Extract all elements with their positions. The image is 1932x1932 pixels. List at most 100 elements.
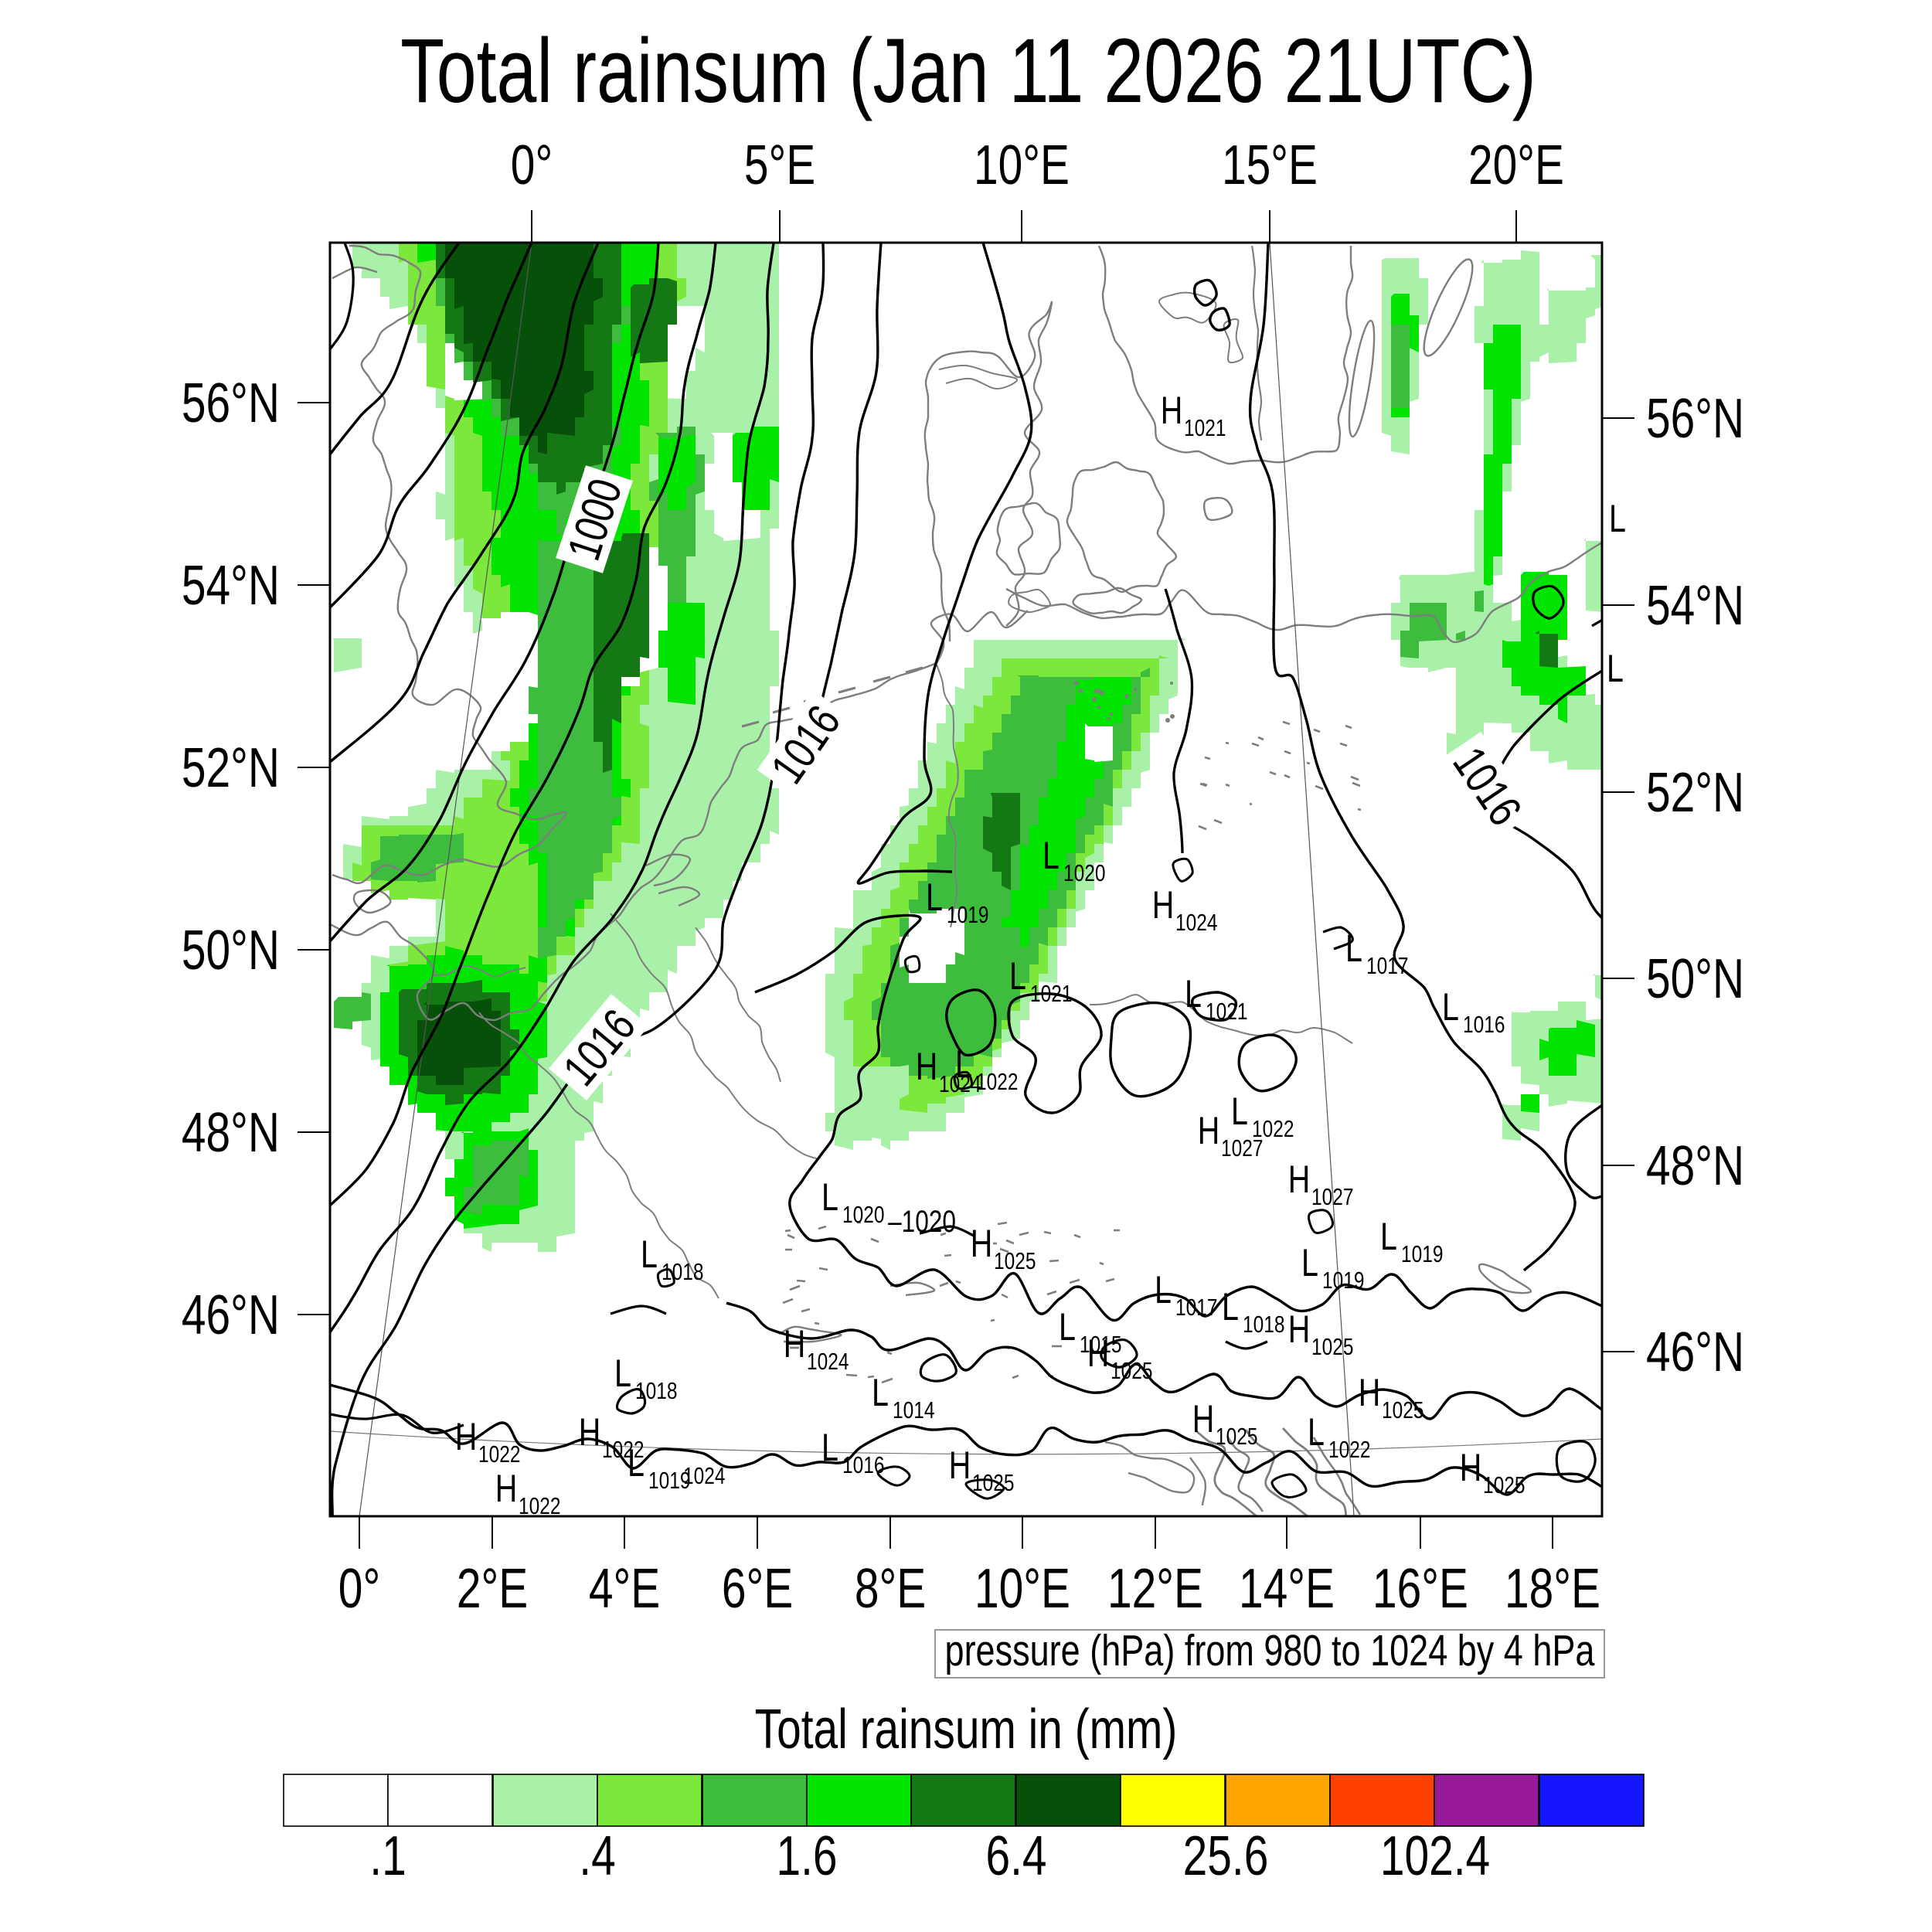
svg-text:H: H — [579, 1410, 601, 1454]
svg-text:1015: 1015 — [1080, 1331, 1121, 1357]
svg-text:1025: 1025 — [1216, 1423, 1257, 1449]
svg-text:15°E: 15°E — [1222, 134, 1318, 196]
svg-text:48°N: 48°N — [182, 1101, 280, 1164]
svg-text:L: L — [955, 1043, 972, 1087]
svg-text:H: H — [1198, 1109, 1220, 1153]
svg-text:.1: .1 — [369, 1825, 406, 1887]
svg-text:14°E: 14°E — [1239, 1557, 1335, 1620]
svg-text:18°E: 18°E — [1505, 1557, 1600, 1620]
svg-text:16°E: 16°E — [1372, 1557, 1468, 1620]
svg-text:1022: 1022 — [478, 1440, 520, 1467]
svg-text:L: L — [1609, 497, 1626, 541]
svg-text:L: L — [614, 1352, 631, 1396]
svg-text:50°N: 50°N — [1646, 947, 1744, 1010]
svg-text:56°N: 56°N — [1646, 387, 1744, 450]
svg-text:L: L — [872, 1371, 889, 1415]
svg-text:1018: 1018 — [662, 1258, 703, 1284]
svg-text:25.6: 25.6 — [1183, 1825, 1269, 1887]
svg-text:1025: 1025 — [1311, 1333, 1353, 1359]
svg-text:2°E: 2°E — [457, 1557, 528, 1620]
svg-text:L: L — [821, 1175, 838, 1219]
svg-text:1025: 1025 — [1382, 1396, 1423, 1423]
svg-text:1016: 1016 — [1463, 1011, 1505, 1037]
svg-text:1019: 1019 — [947, 901, 988, 927]
svg-text:L: L — [628, 1441, 645, 1485]
svg-text:1025: 1025 — [1111, 1357, 1152, 1383]
svg-text:0°: 0° — [511, 134, 553, 196]
svg-text:1020: 1020 — [842, 1201, 884, 1227]
svg-text:1024: 1024 — [683, 1462, 725, 1488]
svg-text:1022: 1022 — [602, 1436, 644, 1462]
svg-text:L: L — [1380, 1215, 1397, 1259]
svg-text:L: L — [1222, 1285, 1239, 1329]
svg-text:1022: 1022 — [1252, 1115, 1294, 1141]
svg-text:1024: 1024 — [1175, 909, 1217, 935]
svg-text:L: L — [821, 1426, 838, 1470]
svg-text:1016: 1016 — [842, 1451, 884, 1478]
svg-text:54°N: 54°N — [182, 554, 280, 617]
svg-text:1025: 1025 — [994, 1247, 1036, 1274]
svg-text:1027: 1027 — [1311, 1183, 1353, 1209]
svg-text:1021: 1021 — [1030, 980, 1072, 1006]
svg-text:H: H — [1161, 389, 1183, 433]
svg-text:1020: 1020 — [1063, 859, 1105, 886]
svg-text:1022: 1022 — [519, 1492, 560, 1519]
svg-text:1024: 1024 — [939, 1070, 981, 1097]
svg-text:H: H — [971, 1222, 993, 1266]
svg-text:12°E: 12°E — [1107, 1557, 1203, 1620]
svg-text:20°E: 20°E — [1468, 134, 1564, 196]
svg-text:10°E: 10°E — [974, 134, 1070, 196]
svg-text:56°N: 56°N — [182, 372, 280, 434]
svg-text:10°E: 10°E — [975, 1557, 1070, 1620]
svg-text:–1020: –1020 — [888, 1203, 956, 1238]
svg-text:1017: 1017 — [1175, 1294, 1217, 1320]
svg-text:L: L — [1043, 834, 1060, 878]
svg-text:L: L — [641, 1233, 658, 1277]
svg-text:H: H — [1460, 1446, 1482, 1490]
svg-text:48°N: 48°N — [1646, 1134, 1744, 1197]
svg-text:H: H — [1288, 1158, 1311, 1202]
svg-text:Total rainsum (Jan 11 2026 21U: Total rainsum (Jan 11 2026 21UTC) — [400, 19, 1536, 121]
svg-text:1019: 1019 — [1401, 1240, 1443, 1267]
svg-text:102.4: 102.4 — [1380, 1825, 1490, 1887]
svg-text:1024: 1024 — [807, 1348, 849, 1374]
svg-text:H: H — [784, 1322, 806, 1366]
svg-text:1021: 1021 — [1184, 414, 1226, 440]
svg-text:L: L — [1308, 1410, 1325, 1454]
svg-text:Total rainsum in (mm): Total rainsum in (mm) — [755, 1698, 1178, 1760]
svg-text:46°N: 46°N — [182, 1284, 280, 1346]
svg-text:1018: 1018 — [635, 1377, 677, 1403]
svg-text:H: H — [495, 1467, 518, 1511]
svg-text:H: H — [916, 1045, 938, 1089]
svg-text:0°: 0° — [338, 1557, 380, 1620]
svg-text:1027: 1027 — [1221, 1134, 1263, 1161]
svg-text:4°E: 4°E — [589, 1557, 660, 1620]
svg-text:L: L — [1185, 972, 1202, 1016]
svg-text:52°N: 52°N — [1646, 761, 1744, 824]
svg-text:L: L — [1607, 647, 1624, 691]
svg-text:54°N: 54°N — [1646, 574, 1744, 637]
svg-text:L: L — [926, 876, 943, 920]
svg-text:1.6: 1.6 — [776, 1825, 837, 1887]
svg-text:1025: 1025 — [972, 1469, 1014, 1495]
svg-text:H: H — [1359, 1371, 1381, 1415]
svg-text:50°N: 50°N — [182, 919, 280, 981]
svg-text:H: H — [1087, 1332, 1110, 1376]
svg-text:6.4: 6.4 — [985, 1825, 1046, 1887]
svg-text:1022: 1022 — [1328, 1436, 1370, 1462]
svg-text:46°N: 46°N — [1646, 1321, 1744, 1383]
svg-text:1017: 1017 — [1366, 952, 1408, 978]
svg-text:H: H — [1152, 883, 1175, 927]
svg-text:L: L — [1009, 954, 1026, 998]
svg-text:8°E: 8°E — [855, 1557, 926, 1620]
svg-text:pressure (hPa) from 980 to 102: pressure (hPa) from 980 to 1024 by 4 hPa — [945, 1626, 1595, 1675]
svg-text:H: H — [455, 1415, 478, 1459]
svg-text:1025: 1025 — [1483, 1471, 1525, 1498]
svg-text:52°N: 52°N — [182, 736, 280, 799]
svg-text:L: L — [1059, 1305, 1076, 1349]
svg-text:H: H — [949, 1444, 971, 1488]
svg-text:1014: 1014 — [893, 1396, 934, 1423]
svg-text:L: L — [1345, 927, 1362, 971]
svg-text:1019: 1019 — [1322, 1267, 1364, 1293]
svg-text:1019: 1019 — [648, 1467, 690, 1493]
